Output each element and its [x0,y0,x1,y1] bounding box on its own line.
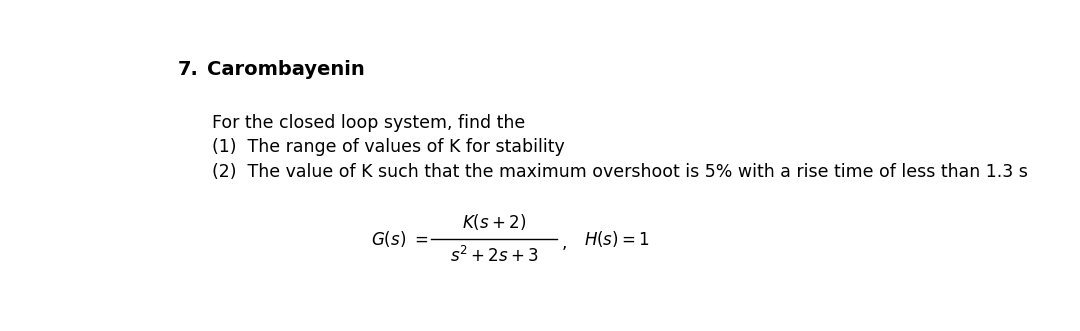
Text: $K(s + 2)$: $K(s + 2)$ [462,212,526,232]
Text: $H(s) = 1$: $H(s) = 1$ [584,229,650,249]
Text: 7.: 7. [177,60,199,79]
Text: Carombayenin: Carombayenin [207,60,365,79]
Text: $s^2 + 2s + 3$: $s^2 + 2s + 3$ [450,246,539,266]
Text: For the closed loop system, find the: For the closed loop system, find the [213,114,526,132]
Text: (1)  The range of values of K for stability: (1) The range of values of K for stabili… [213,138,565,156]
Text: ,: , [562,234,567,252]
Text: $G(s)\ =$: $G(s)\ =$ [372,229,429,249]
Text: (2)  The value of K such that the maximum overshoot is 5% with a rise time of le: (2) The value of K such that the maximum… [213,163,1028,181]
